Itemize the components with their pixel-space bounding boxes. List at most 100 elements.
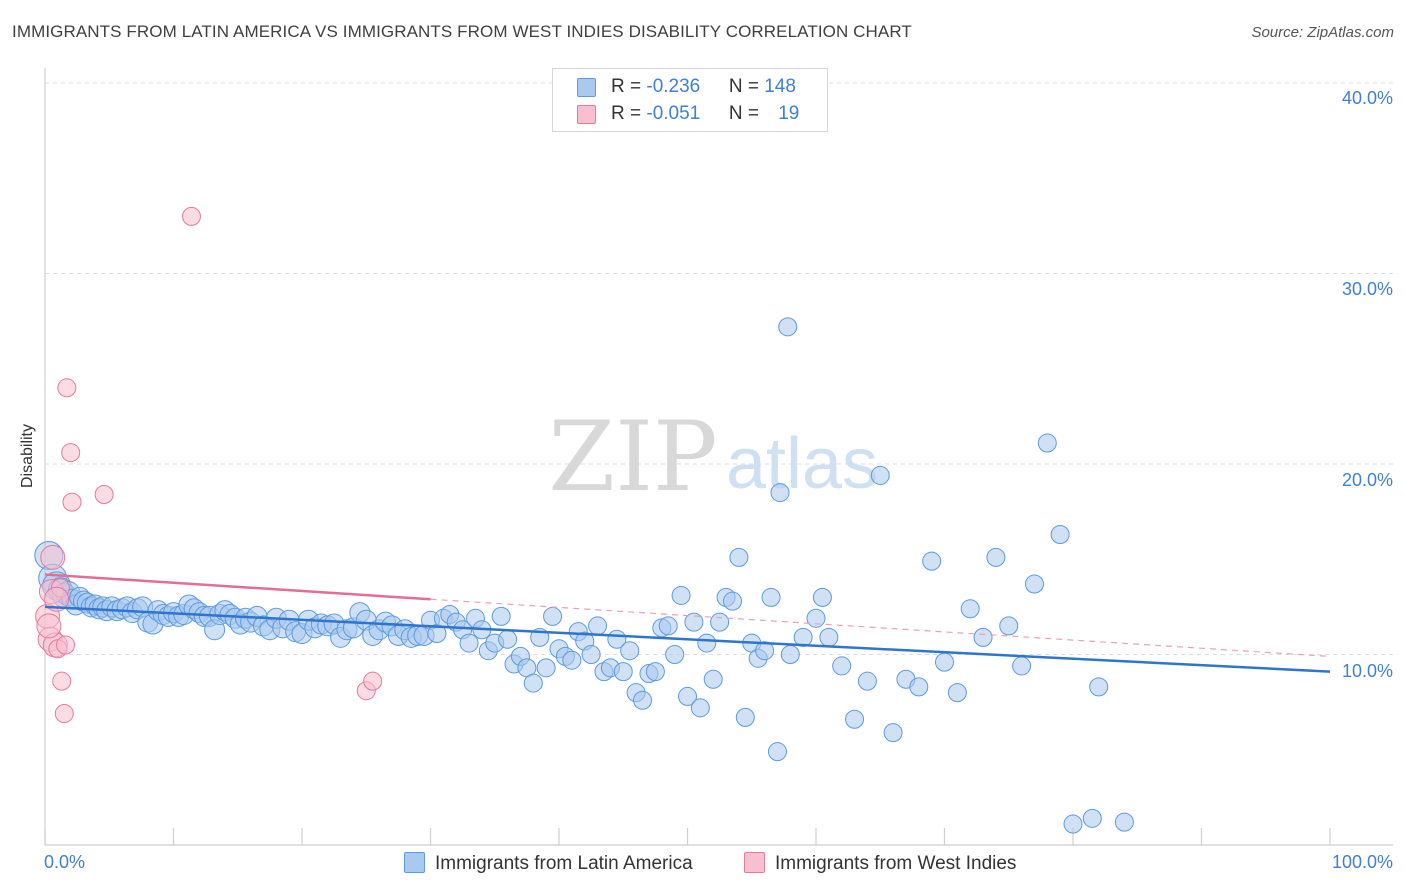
point-latin-america [806, 608, 826, 628]
point-latin-america [755, 641, 775, 661]
point-latin-america [613, 662, 633, 682]
point-latin-america [947, 683, 967, 703]
point-latin-america [1024, 574, 1044, 594]
point-latin-america [1114, 812, 1134, 832]
point-latin-america [793, 627, 813, 647]
xtick-label-100: 100.0% [1331, 852, 1393, 872]
legend-r-label: R = [611, 103, 647, 124]
point-west-indies [52, 671, 72, 691]
point-latin-america [562, 650, 582, 670]
point-latin-america [491, 606, 511, 626]
point-latin-america [1037, 433, 1057, 453]
point-latin-america [935, 652, 954, 672]
legend-n-label: N = [728, 103, 765, 124]
point-latin-america [999, 616, 1019, 636]
point-latin-america [986, 547, 1006, 567]
bottom-legend-swatch-blue [404, 852, 425, 873]
point-latin-america [778, 317, 798, 337]
point-latin-america [645, 662, 665, 682]
point-latin-america [1050, 524, 1070, 544]
point-latin-america [819, 627, 839, 647]
point-west-indies [40, 544, 66, 570]
point-latin-america [845, 709, 865, 729]
point-latin-america [780, 645, 800, 664]
point-latin-america [697, 633, 717, 653]
watermark-zip: ZIP [548, 401, 717, 513]
bottom-legend-latin-america: Immigrants from Latin America [404, 852, 693, 875]
point-latin-america [767, 742, 787, 762]
watermark-atlas: atlas [726, 424, 878, 504]
point-west-indies [181, 206, 201, 226]
point-latin-america [620, 641, 640, 661]
ytick-label-40: 40.0% [1342, 88, 1393, 108]
point-latin-america [1012, 656, 1032, 676]
point-latin-america [678, 686, 697, 706]
point-latin-america [536, 658, 556, 678]
point-latin-america [690, 698, 710, 718]
point-west-indies [54, 704, 74, 724]
point-west-indies [62, 492, 82, 512]
trend-line-west-indies-extrapolated [430, 598, 1331, 658]
point-latin-america [870, 465, 890, 485]
bottom-legend-label-west-indies: Immigrants from West Indies [775, 853, 1017, 874]
point-latin-america [671, 585, 691, 605]
point-latin-america [812, 587, 832, 607]
legend-swatch-pink [577, 105, 596, 124]
ytick-labels: 10.0% 20.0% 30.0% 40.0% [1342, 88, 1393, 681]
correlation-legend: R = -0.236 N = 148 R = -0.051 N = 19 [552, 68, 828, 132]
point-latin-america [1063, 814, 1083, 834]
legend-r-label: R = [611, 76, 647, 97]
point-latin-america [523, 673, 543, 693]
point-latin-america [543, 606, 563, 626]
ytick-label-10: 10.0% [1342, 661, 1393, 681]
point-west-indies [363, 671, 383, 691]
point-west-indies [57, 378, 77, 398]
bottom-legend-label-latin-america: Immigrants from Latin America [435, 853, 693, 874]
legend-swatch-blue [577, 78, 596, 97]
series-latin-america-points [34, 317, 1134, 834]
point-west-indies [44, 586, 70, 612]
point-latin-america [710, 612, 730, 632]
point-latin-america [922, 551, 942, 571]
legend-r-value: -0.236 [646, 76, 701, 97]
point-latin-america [459, 633, 479, 653]
legend-n-value: 148 [764, 76, 796, 97]
point-latin-america [1089, 677, 1109, 697]
trend-line-west-indies [44, 573, 431, 601]
point-latin-america [633, 690, 653, 710]
point-latin-america [658, 616, 678, 636]
point-latin-america [909, 677, 929, 697]
legend-r-value: -0.051 [646, 103, 701, 124]
point-latin-america [857, 671, 877, 691]
watermark: ZIP atlas [548, 401, 878, 513]
point-latin-america [684, 612, 704, 632]
point-latin-america [498, 629, 518, 649]
point-latin-america [729, 547, 749, 567]
bottom-legend-swatch-pink [744, 852, 765, 873]
xtick-label-0: 0.0% [44, 852, 86, 872]
point-latin-america [1082, 808, 1102, 828]
legend-n-value: 19 [778, 103, 800, 124]
point-latin-america [960, 599, 980, 619]
point-latin-america [722, 591, 742, 611]
series-west-indies-points [35, 206, 383, 724]
point-latin-america [581, 645, 601, 664]
ytick-label-20: 20.0% [1342, 470, 1393, 490]
axes [44, 68, 1393, 846]
legend-n-label: N = [728, 76, 765, 97]
ytick-label-30: 30.0% [1342, 279, 1393, 299]
point-latin-america [973, 627, 993, 647]
point-west-indies [56, 635, 76, 655]
point-latin-america [735, 707, 755, 727]
point-latin-america [588, 616, 608, 636]
point-latin-america [770, 483, 790, 503]
point-latin-america [665, 645, 685, 664]
trend-line-latin-america [44, 605, 1331, 673]
point-west-indies [36, 613, 62, 639]
point-latin-america [703, 669, 723, 689]
bottom-legend-west-indies: Immigrants from West Indies [744, 852, 1016, 875]
source-label: Source: ZipAtlas.com [1251, 24, 1394, 41]
point-west-indies [94, 484, 114, 504]
gridlines [45, 82, 1393, 655]
